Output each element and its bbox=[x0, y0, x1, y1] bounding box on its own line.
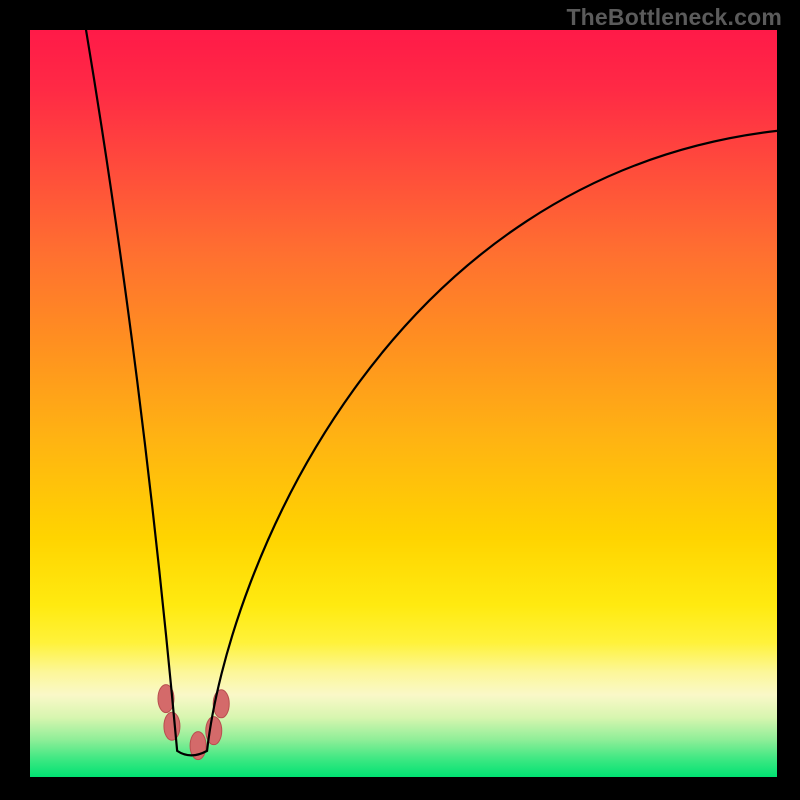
curve-path bbox=[86, 30, 777, 755]
plot-area bbox=[30, 30, 777, 777]
curve-markers bbox=[158, 685, 229, 760]
bottleneck-curve bbox=[30, 30, 777, 777]
chart-frame: TheBottleneck.com bbox=[0, 0, 800, 800]
watermark-text: TheBottleneck.com bbox=[566, 4, 782, 31]
curve-marker bbox=[164, 712, 180, 740]
